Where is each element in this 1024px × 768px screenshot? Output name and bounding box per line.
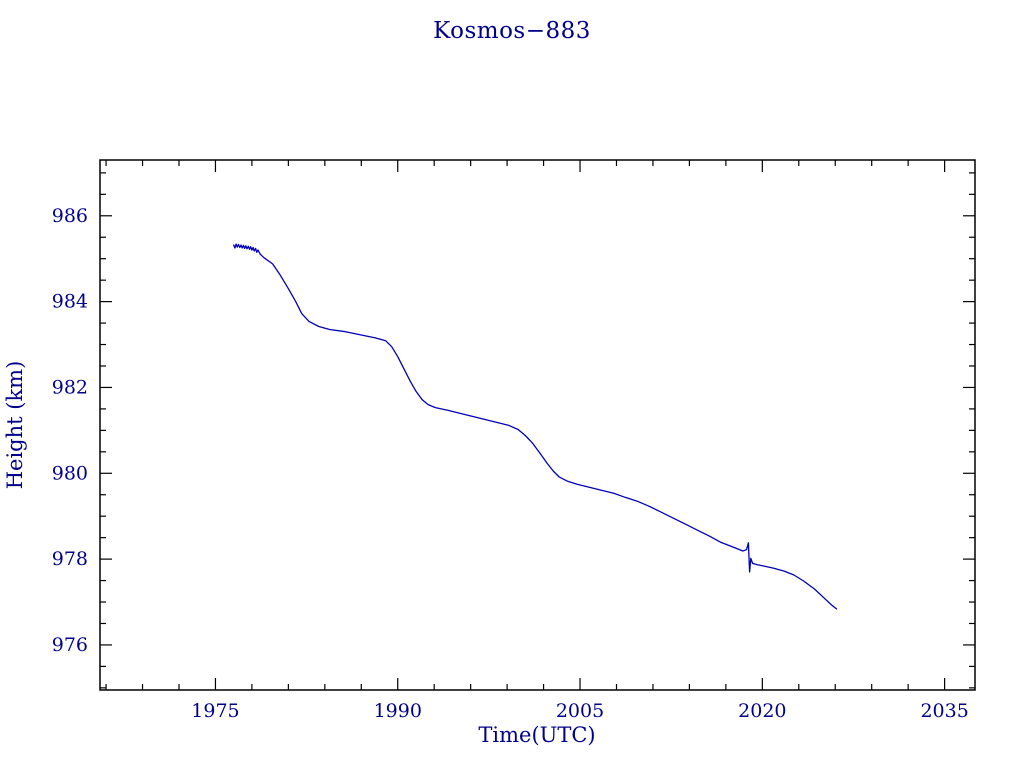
- data-line-series: [233, 243, 838, 610]
- x-tick-label: 2005: [556, 700, 604, 722]
- x-tick-label: 1990: [374, 700, 422, 722]
- plot-frame-border: [99, 159, 976, 691]
- y-axis-label: Height (km): [3, 361, 27, 490]
- x-axis-tick-labels: 1975 1990 2005 2020 2035: [191, 700, 969, 722]
- y-tick-label: 978: [52, 548, 88, 570]
- chart-title: Kosmos−883: [433, 18, 591, 44]
- y-axis-tick-labels: 976 978 980 982 984 986: [52, 205, 88, 656]
- x-tick-label: 2020: [738, 700, 786, 722]
- x-tick-label: 2035: [920, 700, 968, 722]
- y-tick-label: 986: [52, 205, 88, 227]
- axis-ticks: [100, 160, 975, 690]
- y-tick-label: 984: [52, 291, 88, 313]
- y-tick-label: 980: [52, 462, 88, 484]
- y-tick-label: 982: [52, 376, 88, 398]
- x-tick-label: 1975: [191, 700, 239, 722]
- plot-frame: [99, 159, 976, 691]
- x-axis-label: Time(UTC): [478, 723, 595, 747]
- y-tick-label: 976: [52, 634, 88, 656]
